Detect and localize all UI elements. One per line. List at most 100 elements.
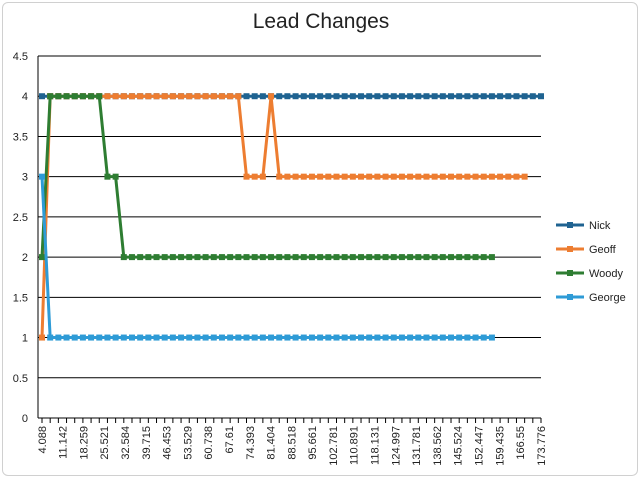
data-point-woody xyxy=(456,254,463,261)
data-point-geoff xyxy=(480,173,487,180)
data-point-george xyxy=(464,334,471,341)
data-point-nick xyxy=(472,93,479,100)
data-point-nick xyxy=(423,93,430,100)
data-point-george xyxy=(292,334,299,341)
data-point-geoff xyxy=(227,93,234,100)
legend-label-geoff: Geoff xyxy=(589,244,617,256)
legend-label-woody: Woody xyxy=(589,268,624,280)
data-point-george xyxy=(104,334,111,341)
x-tick-label: 166.55 xyxy=(515,426,527,460)
data-point-geoff xyxy=(243,173,250,180)
data-point-woody xyxy=(341,254,348,261)
data-point-woody xyxy=(423,254,430,261)
data-point-woody xyxy=(153,254,160,261)
data-point-nick xyxy=(333,93,340,100)
data-point-woody xyxy=(79,93,86,100)
data-point-george xyxy=(120,334,127,341)
x-tick-label: 60.738 xyxy=(203,426,215,460)
x-tick-label: 159.435 xyxy=(494,426,506,466)
data-point-woody xyxy=(251,254,258,261)
data-point-george xyxy=(431,334,438,341)
data-point-geoff xyxy=(317,173,324,180)
data-point-george xyxy=(218,334,225,341)
data-point-geoff xyxy=(210,93,217,100)
data-point-george xyxy=(137,334,144,341)
x-tick-label: 67.61 xyxy=(224,426,236,454)
data-point-geoff xyxy=(145,93,152,100)
data-point-george xyxy=(423,334,430,341)
data-point-george xyxy=(325,334,332,341)
data-point-nick xyxy=(529,93,536,100)
x-tick-label: 131.781 xyxy=(411,426,423,466)
data-point-george xyxy=(39,173,45,180)
data-point-geoff xyxy=(194,93,201,100)
data-point-geoff xyxy=(390,173,397,180)
y-tick-label: 1 xyxy=(22,333,28,345)
data-point-george xyxy=(186,334,193,341)
data-point-woody xyxy=(325,254,332,261)
data-point-woody xyxy=(39,254,45,261)
data-point-geoff xyxy=(284,173,291,180)
data-point-woody xyxy=(63,93,70,100)
data-point-nick xyxy=(464,93,471,100)
x-tick-label: 11.142 xyxy=(58,426,70,459)
data-point-george xyxy=(55,334,62,341)
x-tick-label: 138.562 xyxy=(432,426,444,466)
data-point-woody xyxy=(194,254,201,261)
data-point-woody xyxy=(480,254,487,261)
data-point-woody xyxy=(161,254,168,261)
y-tick-label: 2 xyxy=(22,252,28,264)
legend-marker-geoff xyxy=(567,246,573,252)
data-point-geoff xyxy=(161,93,168,100)
data-point-woody xyxy=(71,93,78,100)
data-point-nick xyxy=(505,93,512,100)
data-point-george xyxy=(358,334,365,341)
data-point-george xyxy=(390,334,397,341)
x-tick-label: 124.997 xyxy=(390,426,402,466)
data-point-george xyxy=(194,334,201,341)
data-point-nick xyxy=(317,93,324,100)
data-point-woody xyxy=(227,254,234,261)
data-point-geoff xyxy=(251,173,258,180)
data-point-george xyxy=(276,334,283,341)
data-point-geoff xyxy=(333,173,340,180)
y-tick-label: 4.5 xyxy=(13,51,28,63)
data-point-george xyxy=(398,334,405,341)
data-point-woody xyxy=(439,254,446,261)
data-point-geoff xyxy=(382,173,389,180)
data-point-woody xyxy=(235,254,242,261)
data-point-geoff xyxy=(358,173,365,180)
legend-label-nick: Nick xyxy=(589,220,611,232)
data-point-george xyxy=(235,334,242,341)
y-tick-label: 1.5 xyxy=(13,292,28,304)
data-point-nick xyxy=(488,93,495,100)
y-tick-label: 0 xyxy=(22,413,28,425)
data-point-george xyxy=(456,334,463,341)
data-point-nick xyxy=(292,93,299,100)
data-point-geoff xyxy=(456,173,463,180)
data-point-nick xyxy=(276,93,283,100)
data-point-george xyxy=(79,334,86,341)
data-point-geoff xyxy=(112,93,119,100)
data-point-woody xyxy=(268,254,275,261)
data-point-geoff xyxy=(398,173,405,180)
y-tick-label: 2.5 xyxy=(13,212,28,224)
data-point-woody xyxy=(374,254,381,261)
data-point-woody xyxy=(169,254,176,261)
data-point-geoff xyxy=(218,93,225,100)
data-point-woody xyxy=(186,254,193,261)
data-point-woody xyxy=(210,254,217,261)
data-point-geoff xyxy=(308,173,315,180)
data-point-george xyxy=(308,334,315,341)
data-point-geoff xyxy=(448,173,455,180)
x-tick-label: 145.524 xyxy=(453,426,465,466)
data-point-woody xyxy=(88,93,95,100)
data-point-george xyxy=(268,334,275,341)
data-point-woody xyxy=(120,254,127,261)
data-point-george xyxy=(415,334,422,341)
data-point-nick xyxy=(300,93,307,100)
data-point-geoff xyxy=(325,173,332,180)
x-tick-label: 173.776 xyxy=(536,426,548,466)
data-point-nick xyxy=(448,93,455,100)
